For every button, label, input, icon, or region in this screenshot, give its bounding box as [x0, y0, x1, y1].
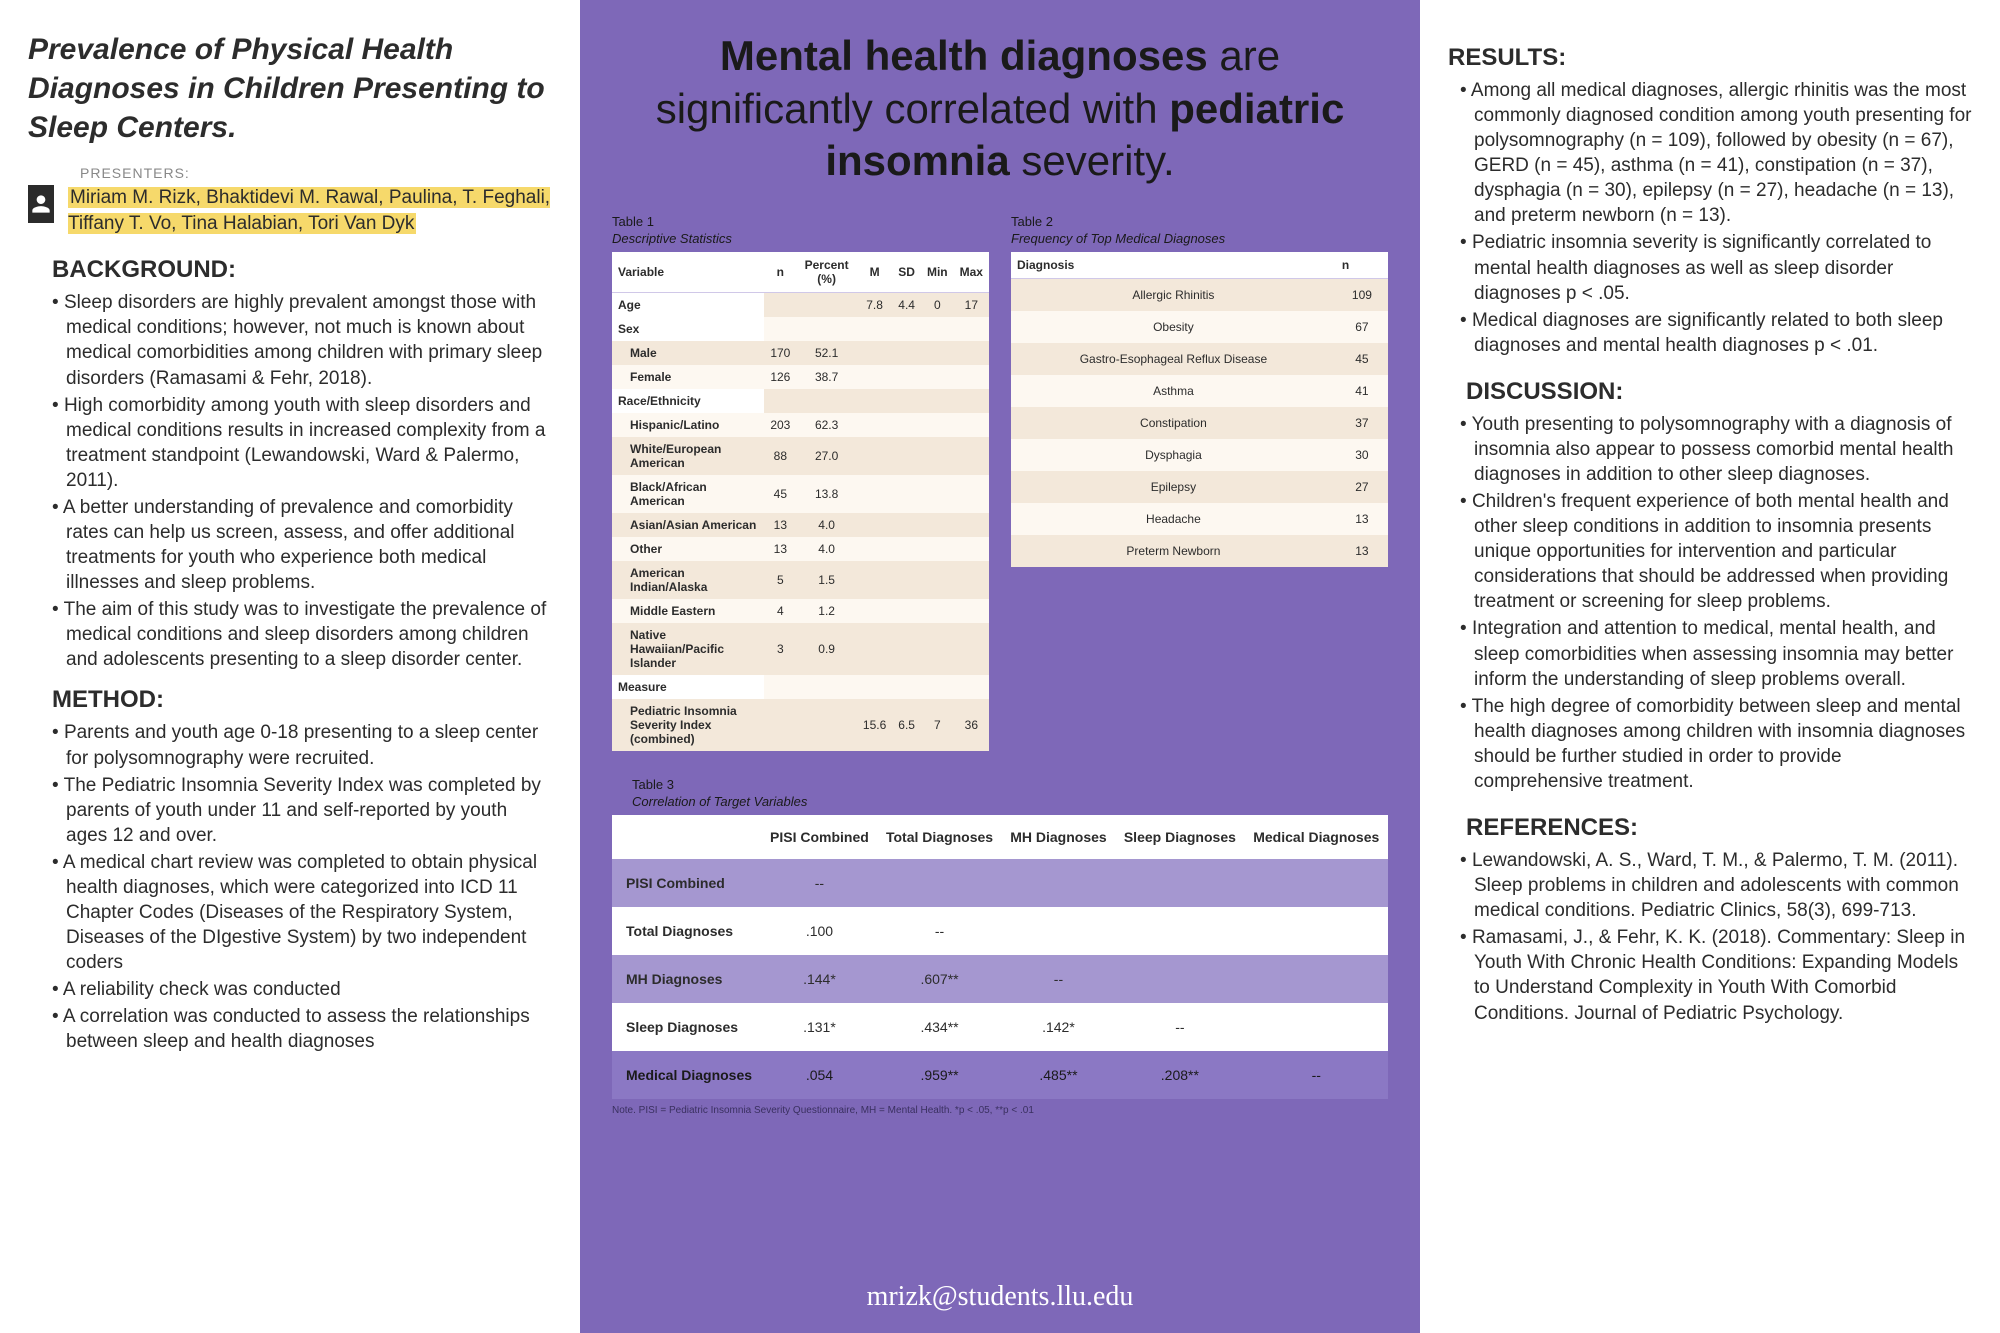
references-list: Lewandowski, A. S., Ward, T. M., & Paler…	[1448, 848, 1972, 1026]
list-item: Among all medical diagnoses, allergic rh…	[1460, 78, 1972, 228]
list-item: Lewandowski, A. S., Ward, T. M., & Paler…	[1460, 848, 1972, 923]
list-item: The high degree of comorbidity between s…	[1460, 694, 1972, 794]
table3-wrap: Table 3 Correlation of Target Variables …	[612, 777, 1388, 1116]
tables-row: Table 1 Descriptive Statistics Variablen…	[612, 214, 1388, 751]
discussion-list: Youth presenting to polysomnography with…	[1448, 412, 1972, 794]
background-heading: BACKGROUND:	[52, 256, 552, 284]
discussion-heading: DISCUSSION:	[1466, 378, 1972, 406]
contact-email: mrizk@students.llu.edu	[612, 1263, 1388, 1313]
list-item: Parents and youth age 0-18 presenting to…	[52, 720, 552, 770]
list-item: A better understanding of prevalence and…	[52, 495, 552, 595]
method-list: Parents and youth age 0-18 presenting to…	[28, 720, 552, 1054]
list-item: A reliability check was conducted	[52, 977, 552, 1002]
method-heading: METHOD:	[52, 686, 552, 714]
left-column: Prevalence of Physical Health Diagnoses …	[0, 0, 580, 1333]
table2-caption: Frequency of Top Medical Diagnoses	[1011, 231, 1388, 246]
background-list: Sleep disorders are highly prevalent amo…	[28, 290, 552, 672]
presenters-names: Miriam M. Rizk, Bhaktidevi M. Rawal, Pau…	[68, 185, 552, 236]
table1-wrap: Table 1 Descriptive Statistics Variablen…	[612, 214, 989, 751]
table1-caption: Descriptive Statistics	[612, 231, 989, 246]
table3: PISI CombinedTotal DiagnosesMH Diagnoses…	[612, 815, 1388, 1099]
list-item: Children's frequent experience of both m…	[1460, 489, 1972, 614]
list-item: Ramasami, J., & Fehr, K. K. (2018). Comm…	[1460, 925, 1972, 1025]
table3-caption: Correlation of Target Variables	[632, 794, 1388, 809]
right-column: RESULTS: Among all medical diagnoses, al…	[1420, 0, 2000, 1333]
table3-label: Table 3	[632, 777, 1388, 792]
list-item: Youth presenting to polysomnography with…	[1460, 412, 1972, 487]
table1: VariablenPercent (%)MSDMinMaxAge7.84.401…	[612, 252, 989, 751]
references-heading: REFERENCES:	[1466, 814, 1972, 842]
list-item: The Pediatric Insomnia Severity Index wa…	[52, 773, 552, 848]
list-item: Integration and attention to medical, me…	[1460, 616, 1972, 691]
list-item: Medical diagnoses are significantly rela…	[1460, 308, 1972, 358]
presenters-label: PRESENTERS:	[80, 165, 552, 181]
table2-wrap: Table 2 Frequency of Top Medical Diagnos…	[1011, 214, 1388, 751]
list-item: Pediatric insomnia severity is significa…	[1460, 230, 1972, 305]
results-heading: RESULTS:	[1448, 44, 1972, 72]
table2-label: Table 2	[1011, 214, 1388, 229]
list-item: A correlation was conducted to assess th…	[52, 1004, 552, 1054]
list-item: The aim of this study was to investigate…	[52, 597, 552, 672]
poster-title: Prevalence of Physical Health Diagnoses …	[28, 30, 552, 147]
avatar-icon	[28, 185, 54, 223]
table2: DiagnosisnAllergic Rhinitis109Obesity67G…	[1011, 252, 1388, 567]
list-item: High comorbidity among youth with sleep …	[52, 393, 552, 493]
table1-label: Table 1	[612, 214, 989, 229]
table3-footnote: Note. PISI = Pediatric Insomnia Severity…	[612, 1105, 1388, 1116]
list-item: A medical chart review was completed to …	[52, 850, 552, 975]
headline: Mental health diagnoses are significantl…	[612, 30, 1388, 214]
middle-column: Mental health diagnoses are significantl…	[580, 0, 1420, 1333]
results-list: Among all medical diagnoses, allergic rh…	[1448, 78, 1972, 358]
list-item: Sleep disorders are highly prevalent amo…	[52, 290, 552, 390]
presenters-row: Miriam M. Rizk, Bhaktidevi M. Rawal, Pau…	[28, 185, 552, 236]
